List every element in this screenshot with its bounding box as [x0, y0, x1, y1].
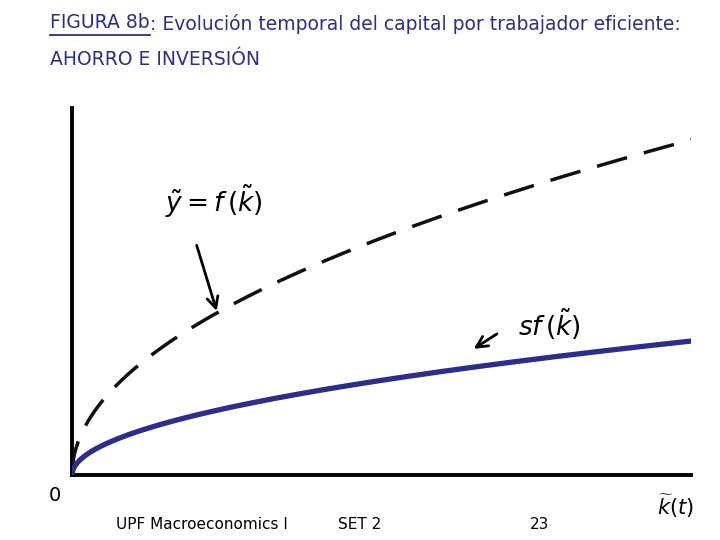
Text: $\tilde{y} = f\,(\tilde{k})$: $\tilde{y} = f\,(\tilde{k})$ — [165, 183, 263, 220]
Text: AHORRO E INVERSIÓN: AHORRO E INVERSIÓN — [50, 50, 261, 69]
Text: $\widetilde{k}(t)$: $\widetilde{k}(t)$ — [657, 493, 694, 521]
Text: UPF Macroeconomics I: UPF Macroeconomics I — [116, 517, 287, 532]
Text: 23: 23 — [531, 517, 549, 532]
Text: : Evolución temporal del capital por trabajador eficiente:: : Evolución temporal del capital por tra… — [150, 14, 681, 33]
Text: $sf\,(\tilde{k})$: $sf\,(\tilde{k})$ — [518, 307, 581, 342]
Text: 0: 0 — [48, 486, 60, 505]
Text: FIGURA 8b: FIGURA 8b — [50, 14, 150, 32]
Text: SET 2: SET 2 — [338, 517, 382, 532]
